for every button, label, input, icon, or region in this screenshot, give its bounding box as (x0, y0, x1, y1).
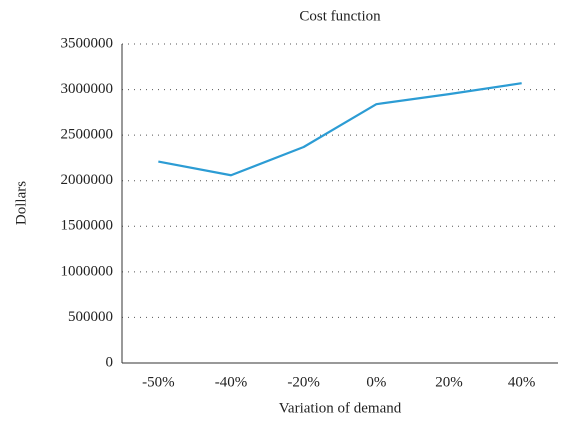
x-tick-label: 20% (435, 374, 463, 390)
y-tick-label: 1500000 (61, 218, 114, 234)
y-tick-label: 3000000 (61, 81, 114, 97)
series-line (158, 82, 522, 177)
y-tick-label: 500000 (68, 309, 113, 325)
x-tick-label: 0% (366, 374, 386, 390)
chart-title: Cost function (299, 8, 381, 24)
x-tick-label: -40% (215, 374, 248, 390)
y-tick-label: 2000000 (61, 172, 114, 188)
x-tick-label: 40% (508, 374, 536, 390)
y-tick-label: 1000000 (61, 263, 114, 279)
y-axis-label: Dollars (13, 181, 29, 225)
y-tick-label: 2500000 (61, 127, 114, 143)
x-tick-label: -20% (287, 374, 320, 390)
x-axis-label: Variation of demand (279, 400, 402, 416)
y-tick-label: 0 (106, 354, 114, 370)
x-tick-label: -50% (142, 374, 175, 390)
y-tick-label: 3500000 (61, 35, 114, 51)
